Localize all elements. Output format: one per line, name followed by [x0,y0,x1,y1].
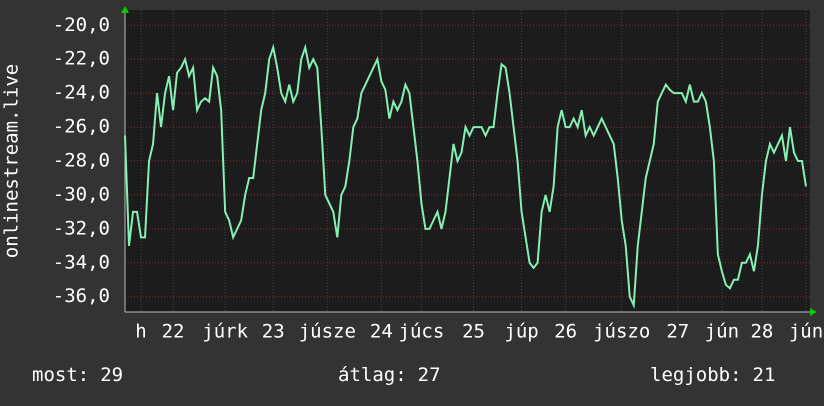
axis-arrow [121,6,129,13]
x-tick-label: júsze [299,321,356,343]
y-tick-label: -34,0 [53,251,110,273]
stat: most: 29 [32,364,123,386]
y-tick-label: -28,0 [53,150,110,172]
y-tick-label: -20,0 [53,14,110,36]
x-tick-label: 23 [262,321,285,343]
x-tick-label: júp [504,321,538,343]
x-tick-label: 24 [370,321,393,343]
x-tick-label: 26 [554,321,577,343]
x-tick-label: 27 [666,321,689,343]
y-tick-label: -32,0 [53,217,110,239]
x-tick-label: júrk [202,321,248,343]
y-axis-label: onlinestream.live [1,64,23,258]
x-tick-label: 25 [462,321,485,343]
stat: átlag: 27 [338,364,441,386]
y-tick-label: -26,0 [53,116,110,138]
y-tick-label: -24,0 [53,82,110,104]
x-tick-label: 22 [162,321,185,343]
x-tick-label: jún [705,321,739,343]
stat: legjobb: 21 [650,364,775,386]
labels: -20,0 -22,0 -24,0 -26,0 -28,0 -30,0 -32,0 -34,0… [32,14,823,386]
stat-value: 21 [753,364,776,386]
y-tick-label: -22,0 [53,48,110,70]
grid [124,10,810,313]
x-tick-label: júszo [593,321,650,343]
stat-label: átlag: [338,364,407,386]
stat-label: most: [32,364,89,386]
stat-value: 27 [418,364,441,386]
data-line [124,43,807,310]
x-tick-label: h [135,321,146,343]
axis-arrow [810,308,817,316]
stat-label: legjobb: [650,364,742,386]
stat-value: 29 [100,364,123,386]
plot [124,43,807,310]
x-tick-label: júcs [399,321,445,343]
y-tick-label: -36,0 [53,285,110,307]
y-tick-label: -30,0 [53,183,110,205]
x-tick-label: jún [789,321,823,343]
x-tick-label: 28 [750,321,773,343]
